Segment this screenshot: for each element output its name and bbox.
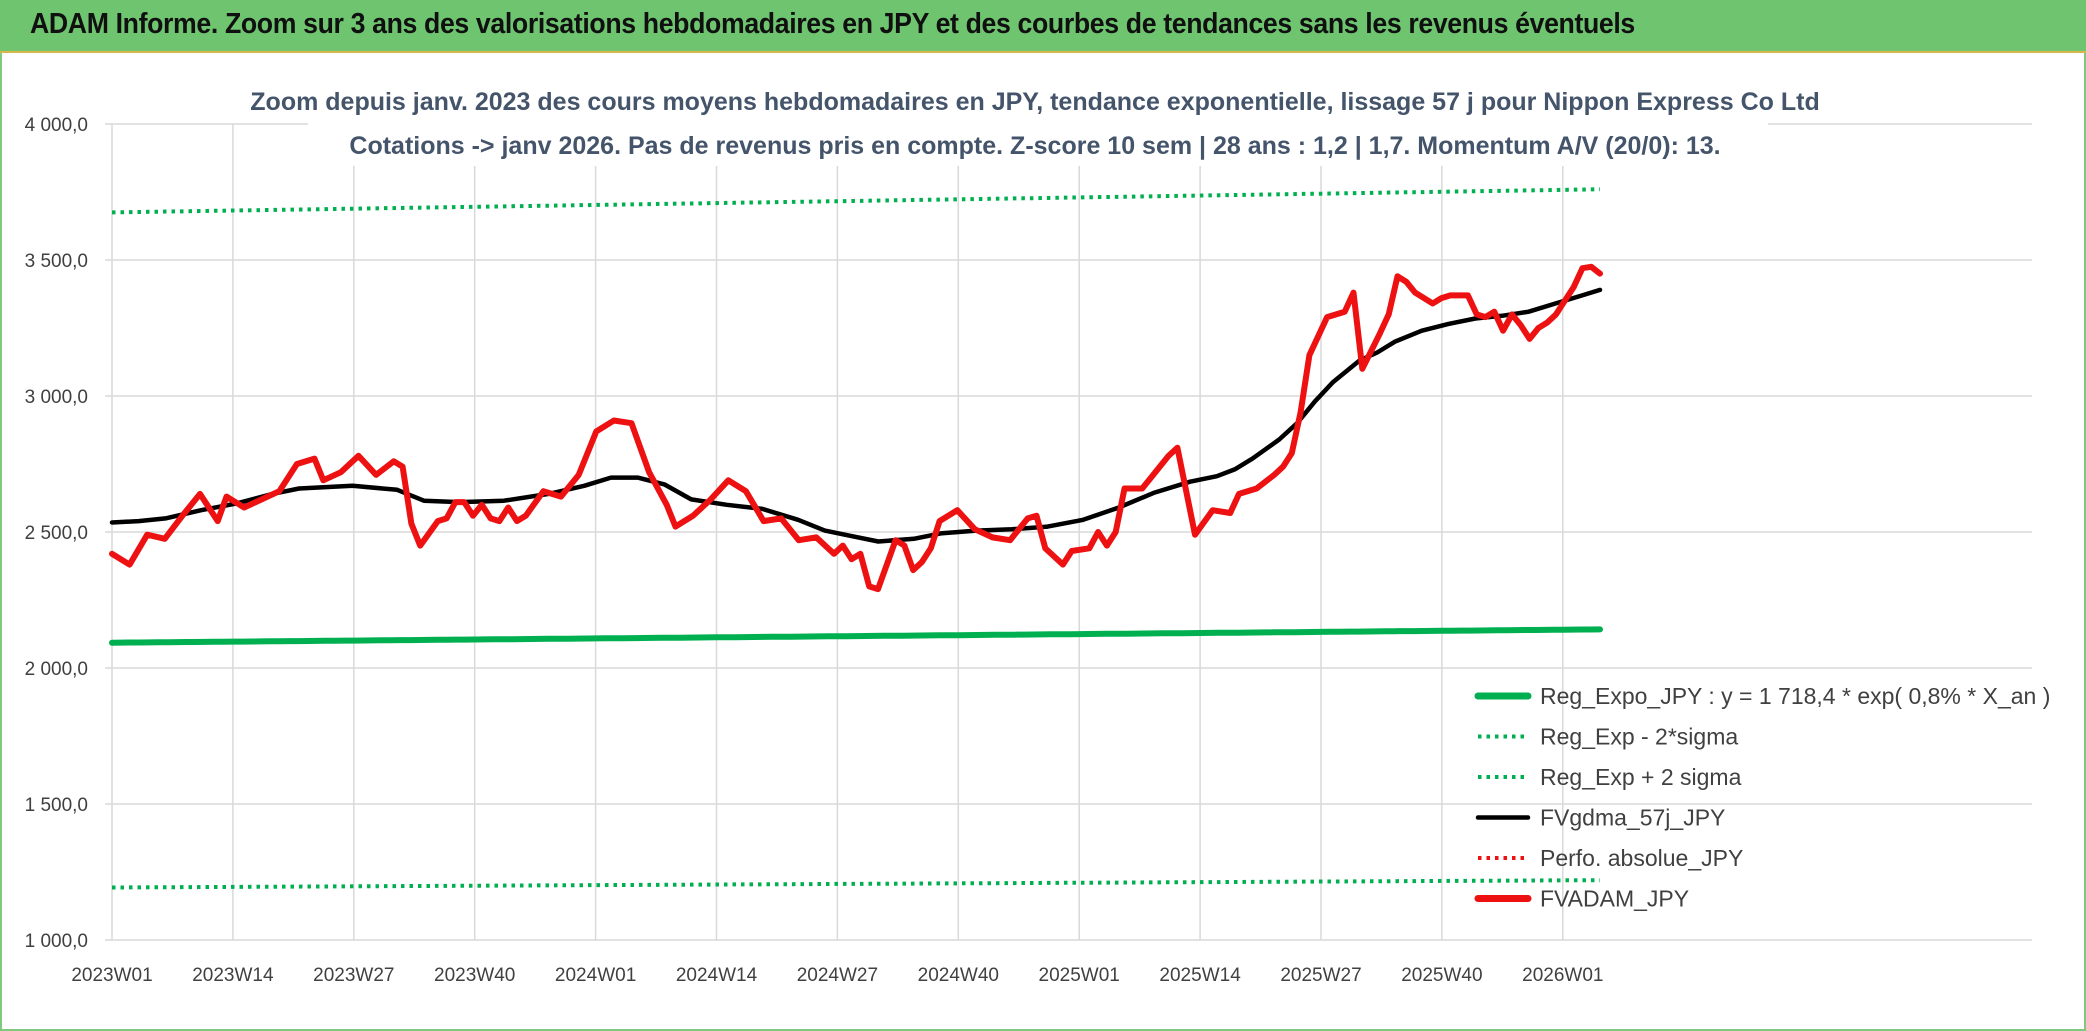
- chart-title: Zoom depuis janv. 2023 des cours moyens …: [250, 88, 1819, 116]
- series-line-fvadam: [109, 263, 1603, 593]
- x-tick-label: 2025W14: [1159, 965, 1241, 986]
- y-axis: 1 000,0 1 500,0 2 000,0 2 500,0 3 000,0 3 500…: [25, 115, 88, 952]
- x-tick-label: 2024W27: [797, 965, 878, 986]
- report-title: ADAM Informe. Zoom sur 3 ans des valoris…: [30, 8, 1635, 40]
- x-axis: 2023W01 2023W14 2023W27 2023W40 2024W01 2024W…: [71, 965, 1603, 986]
- series-line-reg: [109, 626, 1603, 646]
- y-tick-label: 3 000,0: [25, 387, 88, 408]
- legend-label-reg: Reg_Expo_JPY : y = 1 718,4 * exp( 0,8% *…: [1540, 683, 2050, 709]
- x-tick-label: 2023W14: [192, 965, 274, 986]
- title-banner: ADAM Informe. Zoom sur 3 ans des valoris…: [0, 0, 2086, 53]
- series-line-reg_minus: [112, 878, 1600, 890]
- x-tick-label: 2025W40: [1401, 965, 1482, 986]
- y-tick-label: 1 000,0: [25, 931, 88, 952]
- legend-label-reg_plus: Reg_Exp + 2 sigma: [1540, 764, 1742, 790]
- legend-label-reg_minus: Reg_Exp - 2*sigma: [1540, 724, 1738, 750]
- gridlines: [105, 123, 2032, 941]
- subtitle-background: [308, 80, 1768, 166]
- x-tick-label: 2024W14: [676, 965, 758, 986]
- y-tick-label: 3 500,0: [25, 251, 88, 272]
- x-tick-label: 2026W01: [1522, 965, 1603, 986]
- y-tick-label: 4 000,0: [25, 115, 88, 136]
- chart-subtitle: Cotations -> janv 2026. Pas de revenus p…: [349, 132, 1720, 160]
- x-tick-label: 2024W40: [918, 965, 999, 986]
- legend-label-gdma: FVgdma_57j_JPY: [1540, 805, 1725, 831]
- y-tick-label: 2 000,0: [25, 659, 88, 680]
- series-line-reg_plus: [111, 187, 1601, 215]
- series-line-gdma: [109, 287, 1603, 544]
- x-tick-label: 2025W27: [1280, 965, 1361, 986]
- y-tick-label: 1 500,0: [25, 795, 88, 816]
- x-tick-label: 2023W27: [313, 965, 394, 986]
- x-tick-label: 2025W01: [1039, 965, 1120, 986]
- x-tick-label: 2023W40: [434, 965, 515, 986]
- legend-label-perfo: Perfo. absolue_JPY: [1540, 845, 1743, 871]
- x-tick-label: 2024W01: [555, 965, 636, 986]
- legend: Reg_Expo_JPY : y = 1 718,4 * exp( 0,8% *…: [1474, 683, 2050, 912]
- y-tick-label: 2 500,0: [25, 523, 88, 544]
- series-group: [109, 187, 1603, 890]
- legend-label-fvadam: FVADAM_JPY: [1540, 886, 1689, 912]
- x-tick-label: 2023W01: [71, 965, 152, 986]
